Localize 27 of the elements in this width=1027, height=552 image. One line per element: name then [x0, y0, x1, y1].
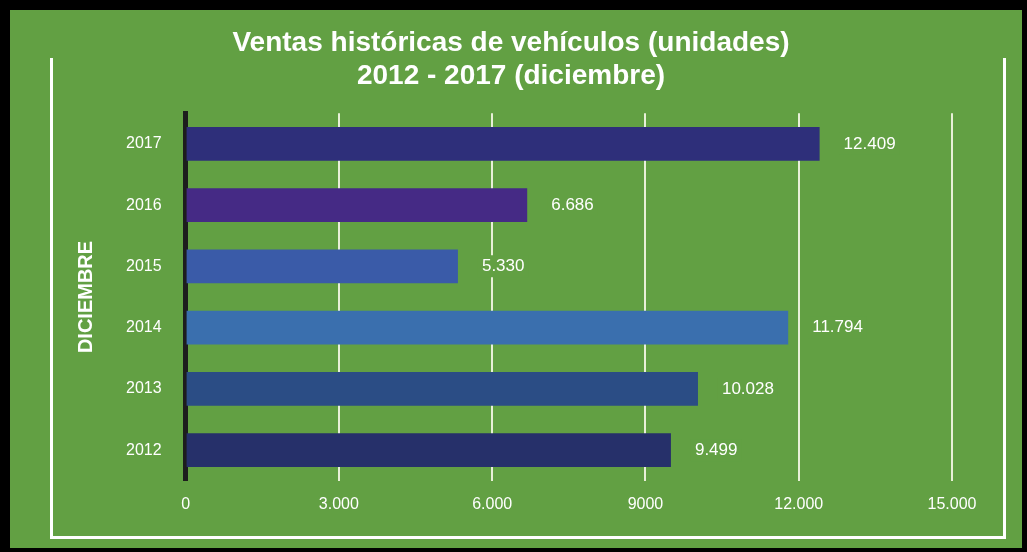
- chart-subtitle: 2012 - 2017 (diciembre): [356, 59, 666, 91]
- data-label: 5.330: [481, 256, 525, 276]
- y-axis-title: DICIEMBRE: [73, 240, 96, 354]
- chart-title: Ventas históricas de vehículos (unidades): [232, 25, 790, 57]
- bar: [186, 126, 820, 161]
- x-tick-label: 6.000: [472, 494, 513, 512]
- y-tick-label: 2017: [126, 134, 162, 152]
- y-tick-label: 2015: [126, 256, 162, 274]
- data-label: 9.499: [694, 439, 738, 459]
- x-tick-label: 12.000: [774, 494, 824, 512]
- y-tick-label: 2014: [126, 318, 162, 336]
- data-label: 10.028: [721, 378, 774, 398]
- bar: [186, 372, 698, 406]
- y-tick-label: 2016: [126, 195, 162, 213]
- bar: [186, 433, 671, 468]
- bar: [186, 188, 528, 222]
- x-tick-label: 0: [181, 494, 191, 512]
- bar: [186, 249, 458, 284]
- y-tick-label: 2013: [126, 379, 162, 397]
- y-tick-label: 2012: [126, 440, 162, 458]
- data-label: 11.794: [812, 317, 863, 337]
- data-label: 12.409: [843, 133, 896, 153]
- x-tick-label: 15.000: [927, 494, 977, 512]
- x-tick-label: 3.000: [318, 494, 359, 512]
- bar: [186, 310, 789, 345]
- data-label: 6.686: [551, 194, 594, 214]
- x-tick-label: 9000: [627, 494, 664, 512]
